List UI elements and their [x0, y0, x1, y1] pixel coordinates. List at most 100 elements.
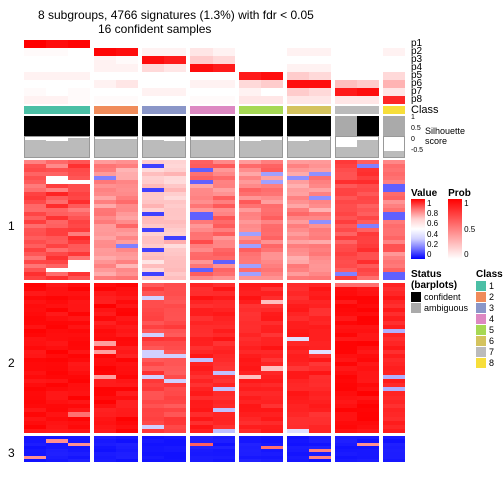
group-1 — [24, 40, 90, 462]
heatmap-block — [287, 160, 331, 280]
prob-axis-label: p4 — [411, 64, 496, 72]
prob-row — [94, 96, 138, 104]
heatmap-block — [94, 436, 138, 462]
prob-row — [287, 96, 331, 104]
prob-row — [94, 80, 138, 88]
prob-axis-label: p6 — [411, 80, 496, 88]
silhouette-bar — [335, 136, 379, 158]
right-column: p1p2p3p4p5p6p7p8Class10.50-0.5Silhouette… — [411, 40, 496, 467]
heatmap-block — [190, 436, 234, 462]
heatmap-block — [383, 160, 405, 280]
prob-axis-label: p3 — [411, 56, 496, 64]
prob-row — [190, 64, 234, 72]
prob-row — [239, 88, 283, 96]
class-bar — [24, 106, 90, 114]
heatmap-block — [142, 436, 186, 462]
heatmap-block — [287, 436, 331, 462]
heatmap-block — [24, 436, 90, 462]
prob-row — [94, 72, 138, 80]
class-bar — [190, 106, 234, 114]
legend-class: Class12345678 — [476, 269, 503, 368]
prob-row — [190, 48, 234, 56]
prob-row — [142, 96, 186, 104]
status-bar — [287, 116, 331, 136]
status-bar — [142, 116, 186, 136]
class-bar — [142, 106, 186, 114]
row-block-label: 2 — [8, 288, 24, 438]
heatmap-block — [94, 160, 138, 280]
silhouette-bar — [142, 136, 186, 158]
prob-row — [287, 72, 331, 80]
prob-row — [287, 48, 331, 56]
silhouette-bar — [190, 136, 234, 158]
prob-row — [24, 56, 90, 64]
row-block-labels: 123 — [8, 165, 24, 467]
class-bar — [94, 106, 138, 114]
prob-row — [239, 80, 283, 88]
class-bar — [287, 106, 331, 114]
heatmap-block — [94, 283, 138, 433]
group-8 — [383, 40, 405, 462]
heatmap-block — [239, 160, 283, 280]
prob-row — [383, 56, 405, 64]
status-bar — [190, 116, 234, 136]
heatmap-block — [24, 160, 90, 280]
prob-axis-label: p2 — [411, 48, 496, 56]
prob-row — [383, 48, 405, 56]
heatmap-block — [142, 160, 186, 280]
prob-row — [239, 72, 283, 80]
prob-row — [142, 80, 186, 88]
status-bar — [24, 116, 90, 136]
prob-row — [24, 64, 90, 72]
group-3 — [142, 40, 186, 462]
silhouette-bar — [383, 136, 405, 158]
legend-status: Status (barplots)confidentambiguous — [411, 269, 468, 368]
prob-row — [142, 64, 186, 72]
prob-row — [239, 48, 283, 56]
silhouette-bar — [239, 136, 283, 158]
class-axis-label: Class — [411, 106, 496, 114]
group-4 — [190, 40, 234, 462]
prob-row — [24, 72, 90, 80]
heatmap-block — [383, 283, 405, 433]
prob-row — [24, 40, 90, 48]
prob-row — [190, 88, 234, 96]
prob-row — [287, 80, 331, 88]
prob-row — [24, 96, 90, 104]
class-bar — [239, 106, 283, 114]
title-line-2: 16 confident samples — [98, 22, 496, 36]
heatmap-block — [335, 160, 379, 280]
prob-row — [142, 88, 186, 96]
prob-axis-label: p1 — [411, 40, 496, 48]
prob-row — [335, 48, 379, 56]
heatmap-block — [142, 283, 186, 433]
prob-row — [190, 80, 234, 88]
prob-row — [287, 88, 331, 96]
prob-row — [94, 88, 138, 96]
status-bar — [239, 116, 283, 136]
row-block-label: 3 — [8, 440, 24, 466]
prob-row — [287, 40, 331, 48]
silhouette-bar — [287, 136, 331, 158]
prob-row — [24, 48, 90, 56]
heatmap-block — [190, 160, 234, 280]
prob-axis-label: p5 — [411, 72, 496, 80]
class-bar — [335, 106, 379, 114]
prob-row — [239, 64, 283, 72]
prob-row — [383, 64, 405, 72]
prob-row — [142, 72, 186, 80]
prob-row — [335, 88, 379, 96]
prob-row — [94, 40, 138, 48]
prob-row — [335, 40, 379, 48]
status-bar — [383, 116, 405, 136]
prob-row — [287, 64, 331, 72]
prob-row — [383, 40, 405, 48]
prob-row — [239, 40, 283, 48]
prob-row — [190, 96, 234, 104]
silhouette-axis: 10.50-0.5Silhouettescore — [411, 114, 496, 154]
row-block-label: 1 — [8, 166, 24, 286]
legend-prob: Prob10.50 — [448, 188, 475, 259]
prob-row — [287, 56, 331, 64]
group-2 — [94, 40, 138, 462]
heatmap-block — [190, 283, 234, 433]
